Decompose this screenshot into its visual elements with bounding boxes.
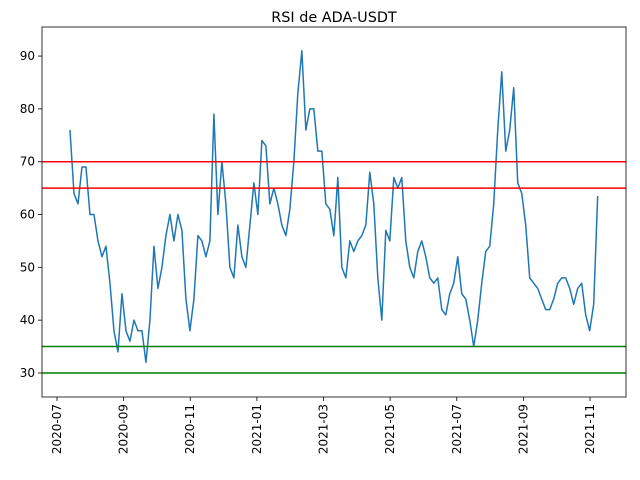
x-tick-label: 2020-07 <box>50 404 64 454</box>
y-tick-label: 30 <box>20 366 35 380</box>
x-tick-label: 2021-09 <box>516 404 530 454</box>
chart-title: RSI de ADA-USDT <box>271 10 397 26</box>
x-tick-label: 2020-09 <box>117 404 131 454</box>
y-tick-label: 90 <box>20 49 35 63</box>
y-tick-label: 50 <box>20 260 35 274</box>
x-tick-label: 2021-11 <box>583 404 597 454</box>
x-tick-label: 2020-11 <box>183 404 197 454</box>
y-tick-label: 40 <box>20 313 35 327</box>
rsi-line <box>69 50 599 364</box>
y-tick-label: 70 <box>20 155 35 169</box>
plot-frame <box>41 26 627 398</box>
y-tick-label: 60 <box>20 208 35 222</box>
x-tick-label: 2021-03 <box>317 404 331 454</box>
y-tick-label: 80 <box>20 102 35 116</box>
x-tick-label: 2021-07 <box>450 404 464 454</box>
x-tick-label: 2021-01 <box>250 404 264 454</box>
x-tick-label: 2021-05 <box>383 404 397 454</box>
